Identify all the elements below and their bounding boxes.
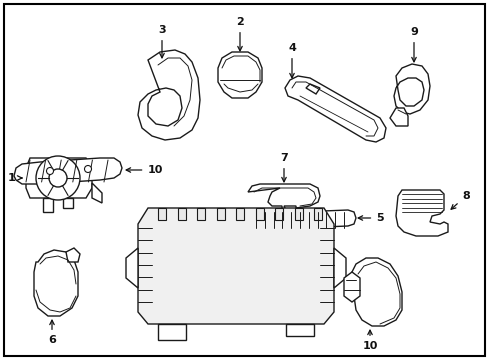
Polygon shape	[343, 272, 359, 302]
Polygon shape	[138, 208, 333, 324]
Text: 7: 7	[280, 153, 287, 182]
Polygon shape	[351, 258, 401, 326]
Polygon shape	[66, 248, 80, 262]
Text: 4: 4	[287, 43, 295, 78]
Polygon shape	[216, 208, 224, 220]
Polygon shape	[395, 190, 447, 236]
Polygon shape	[43, 198, 53, 212]
Polygon shape	[294, 208, 302, 220]
Polygon shape	[14, 158, 122, 184]
Polygon shape	[218, 52, 262, 98]
Polygon shape	[92, 183, 102, 203]
Text: 9: 9	[409, 27, 417, 62]
Polygon shape	[63, 198, 73, 208]
Polygon shape	[274, 208, 283, 220]
Text: 2: 2	[236, 17, 244, 51]
Circle shape	[84, 166, 91, 172]
Polygon shape	[126, 248, 138, 288]
Text: 1: 1	[8, 173, 22, 183]
Polygon shape	[197, 208, 204, 220]
Circle shape	[46, 167, 53, 175]
Polygon shape	[393, 64, 429, 114]
Polygon shape	[285, 76, 385, 142]
Circle shape	[49, 169, 67, 187]
Polygon shape	[305, 84, 319, 94]
Polygon shape	[158, 324, 185, 340]
Polygon shape	[333, 248, 346, 288]
Polygon shape	[255, 208, 263, 220]
Polygon shape	[389, 108, 407, 126]
Polygon shape	[247, 184, 321, 224]
Polygon shape	[236, 208, 244, 220]
Text: 8: 8	[450, 191, 469, 209]
Circle shape	[36, 156, 80, 200]
Text: 5: 5	[357, 213, 383, 223]
Text: 3: 3	[158, 25, 165, 58]
Text: 10: 10	[362, 330, 377, 351]
Text: 6: 6	[48, 320, 56, 345]
Polygon shape	[138, 50, 200, 140]
Polygon shape	[34, 250, 78, 316]
Polygon shape	[285, 324, 313, 336]
Polygon shape	[177, 208, 185, 220]
Polygon shape	[158, 208, 165, 220]
Polygon shape	[244, 210, 355, 230]
Polygon shape	[284, 206, 295, 210]
Polygon shape	[26, 158, 92, 198]
Text: 10: 10	[126, 165, 163, 175]
Polygon shape	[313, 208, 321, 220]
